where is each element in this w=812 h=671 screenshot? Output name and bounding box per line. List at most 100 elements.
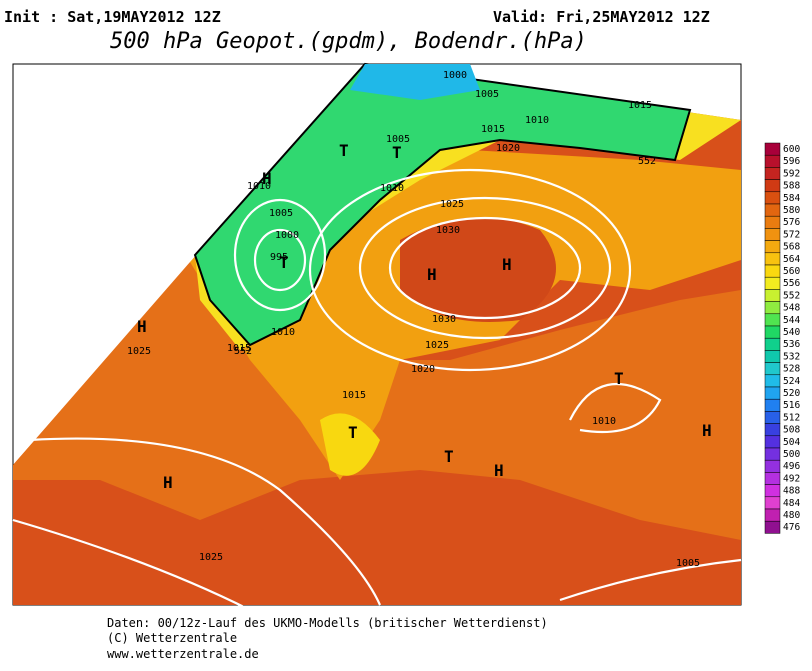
scale-label: 552 [783, 290, 800, 301]
color-swatch [764, 276, 781, 290]
low-marker: T [392, 143, 402, 162]
color-swatch [764, 301, 781, 315]
isobar-label: 1010 [247, 181, 271, 192]
isobar-label: 1025 [425, 340, 449, 351]
color-swatch [764, 203, 781, 217]
isobar-label: 1015 [342, 390, 366, 401]
color-swatch [764, 313, 781, 327]
scale-label: 504 [783, 437, 800, 448]
scale-label: 536 [783, 339, 800, 350]
isobar-label: 1015 [481, 124, 505, 135]
footer-line: www.wetterzentrale.de [107, 647, 259, 661]
contour-label: 552 [234, 346, 252, 357]
scale-label: 560 [783, 266, 800, 277]
scale-label: 540 [783, 327, 800, 338]
scale-label: 576 [783, 217, 800, 228]
scale-label: 532 [783, 351, 800, 362]
scale-label: 508 [783, 425, 800, 436]
color-swatch [764, 459, 781, 473]
color-swatch [764, 472, 781, 485]
init-time: Init : Sat,19MAY2012 12Z [4, 8, 221, 26]
map-area [12, 62, 742, 611]
color-swatch [764, 447, 781, 461]
color-swatch [764, 496, 781, 510]
scale-label: 492 [783, 473, 800, 484]
color-swatch [764, 423, 781, 437]
field [320, 413, 380, 476]
color-swatch [764, 264, 781, 278]
isobar-label: 1015 [227, 343, 251, 354]
color-swatch [764, 215, 781, 229]
scale-label: 592 [783, 168, 800, 179]
low-marker: T [348, 423, 358, 442]
color-swatch [764, 484, 781, 498]
color-swatch [764, 386, 781, 400]
scale-label: 500 [783, 449, 800, 460]
scale-label: 528 [783, 364, 800, 375]
color-swatch [764, 240, 781, 254]
color-swatch [764, 325, 781, 339]
isobar-label: 1010 [592, 416, 616, 427]
color-swatch [764, 289, 781, 302]
high-marker: H [502, 255, 512, 274]
isobar-label: 1000 [275, 230, 299, 241]
scale-label: 556 [783, 278, 800, 289]
high-marker: H [494, 461, 504, 480]
isobar-label: 1020 [496, 143, 520, 154]
color-swatch [764, 228, 781, 241]
scale-label: 484 [783, 498, 800, 509]
color-swatch [764, 179, 781, 193]
scale-label: 568 [783, 242, 800, 253]
color-swatch [764, 142, 781, 156]
isobar-label: 1020 [411, 364, 435, 375]
field [193, 62, 692, 347]
color-swatch [764, 362, 781, 376]
isobar-label: 1010 [271, 327, 295, 338]
isobar-label: 1010 [525, 115, 549, 126]
color-swatch [764, 337, 781, 351]
color-swatch [764, 520, 781, 534]
scale-label: 584 [783, 193, 800, 204]
isobar-label: 1015 [628, 100, 652, 111]
color-swatch [764, 191, 781, 205]
contour-label: 552 [638, 156, 656, 167]
scale-label: 544 [783, 315, 800, 326]
isobar-label: 1005 [676, 558, 700, 569]
low-marker: T [279, 253, 289, 272]
color-swatch [764, 374, 781, 388]
scale-label: 520 [783, 388, 800, 399]
field [400, 217, 556, 322]
scale-label: 480 [783, 510, 800, 521]
scale-label: 524 [783, 376, 800, 387]
isobar-label: 1005 [386, 134, 410, 145]
low-marker: T [444, 447, 454, 466]
scale-label: 600 [783, 144, 800, 155]
color-swatch [764, 435, 781, 449]
field [350, 64, 480, 100]
isobar-label: 1025 [440, 199, 464, 210]
isobar-label: 1010 [380, 183, 404, 194]
color-swatch [764, 154, 781, 168]
color-swatch [764, 508, 781, 522]
isobar-label: 1005 [475, 89, 499, 100]
isobar-label: 1025 [127, 346, 151, 357]
isobars [12, 168, 742, 611]
footer-line: (C) Wetterzentrale [107, 631, 237, 645]
high-marker: H [702, 421, 712, 440]
scale-label: 580 [783, 205, 800, 216]
scale-label: 476 [783, 522, 800, 533]
scale-label: 548 [783, 303, 800, 314]
scale-label: 512 [783, 412, 800, 423]
scale-label: 496 [783, 461, 800, 472]
valid-time: Valid: Fri,25MAY2012 12Z [493, 8, 710, 26]
high-marker: H [137, 317, 147, 336]
low-marker: T [614, 369, 624, 388]
footer-line: Daten: 00/12z-Lauf des UKMO-Modells (bri… [107, 616, 548, 630]
scale-label: 488 [783, 486, 800, 497]
isobar-label: 1000 [443, 70, 467, 81]
high-marker: H [262, 169, 272, 188]
scale-label: 564 [783, 254, 800, 265]
color-swatch [764, 350, 781, 363]
